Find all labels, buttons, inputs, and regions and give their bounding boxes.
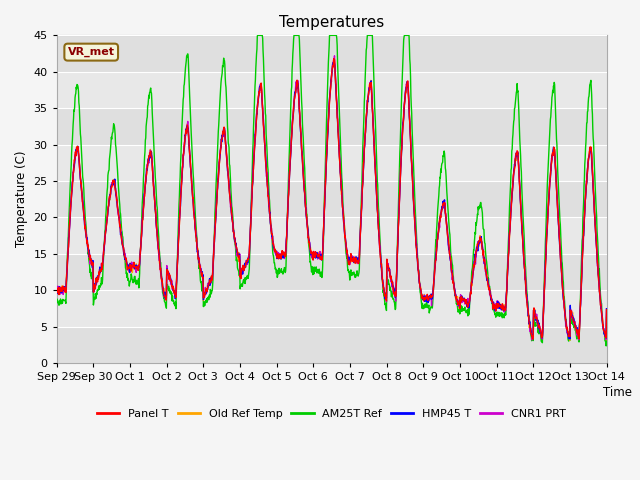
Line: HMP45 T: HMP45 T [57, 61, 607, 339]
Panel T [330, 56, 337, 61]
Old Ref Temp [162, 295, 170, 300]
Panel T [529, 336, 537, 342]
AM25T Ref [417, 298, 425, 303]
CNR1 PRT [162, 292, 170, 298]
Panel T [237, 272, 244, 278]
HMP45 T [566, 336, 573, 342]
AM25T Ref [603, 314, 611, 320]
CNR1 PRT [331, 53, 339, 59]
Title: Temperatures: Temperatures [279, 15, 384, 30]
Bar [57, 326, 607, 363]
HMP45 T [53, 289, 61, 295]
CNR1 PRT [538, 335, 546, 341]
Text: VR_met: VR_met [68, 47, 115, 57]
CNR1 PRT [603, 306, 611, 312]
Line: CNR1 PRT: CNR1 PRT [57, 56, 607, 340]
HMP45 T [417, 290, 425, 296]
AM25T Ref [237, 283, 244, 288]
CNR1 PRT [175, 227, 183, 233]
Panel T [162, 295, 170, 301]
Bar [57, 254, 607, 290]
CNR1 PRT [489, 302, 497, 308]
HMP45 T [162, 293, 170, 299]
Old Ref Temp [489, 302, 497, 308]
Bar [57, 36, 607, 72]
HMP45 T [489, 302, 497, 308]
AM25T Ref [53, 296, 61, 301]
HMP45 T [330, 59, 338, 64]
Old Ref Temp [53, 290, 61, 296]
CNR1 PRT [528, 337, 536, 343]
CNR1 PRT [53, 288, 61, 293]
Old Ref Temp [603, 308, 611, 313]
Panel T [489, 306, 497, 312]
AM25T Ref [489, 305, 497, 311]
AM25T Ref [175, 202, 183, 208]
HMP45 T [175, 228, 183, 233]
Old Ref Temp [175, 228, 183, 234]
Legend: Panel T, Old Ref Temp, AM25T Ref, HMP45 T, CNR1 PRT: Panel T, Old Ref Temp, AM25T Ref, HMP45 … [93, 404, 571, 423]
Panel T [175, 228, 183, 234]
Panel T [53, 289, 61, 295]
Old Ref Temp [538, 335, 545, 341]
X-axis label: Time: Time [603, 386, 632, 399]
HMP45 T [603, 306, 611, 312]
CNR1 PRT [237, 274, 244, 280]
Panel T [603, 307, 611, 312]
HMP45 T [538, 335, 545, 340]
Line: Old Ref Temp: Old Ref Temp [57, 59, 607, 340]
Old Ref Temp [330, 56, 338, 62]
Line: AM25T Ref: AM25T Ref [57, 36, 607, 346]
AM25T Ref [602, 343, 610, 349]
Bar [57, 108, 607, 144]
Old Ref Temp [566, 337, 573, 343]
Panel T [538, 334, 546, 340]
Line: Panel T: Panel T [57, 59, 607, 339]
Old Ref Temp [237, 269, 244, 275]
Bar [57, 181, 607, 217]
AM25T Ref [162, 303, 170, 309]
HMP45 T [237, 270, 244, 276]
Old Ref Temp [417, 290, 425, 296]
AM25T Ref [254, 33, 262, 38]
Panel T [417, 289, 425, 295]
CNR1 PRT [417, 290, 425, 296]
AM25T Ref [538, 339, 545, 345]
Y-axis label: Temperature (C): Temperature (C) [15, 151, 28, 247]
